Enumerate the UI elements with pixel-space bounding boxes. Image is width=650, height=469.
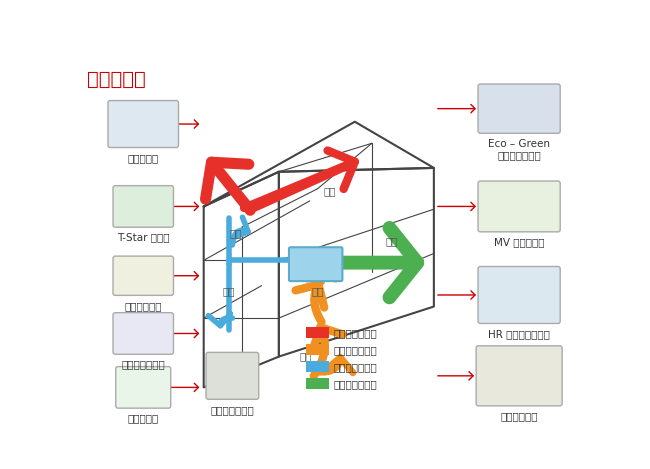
Text: 新鲜空气的吸入: 新鲜空气的吸入 [334, 379, 378, 389]
Bar [306, 344, 330, 355]
FancyBboxPatch shape [478, 84, 560, 133]
Text: 新鲜空气的送入: 新鲜空气的送入 [334, 363, 378, 372]
Bar [306, 327, 330, 338]
Text: 典型系统图: 典型系统图 [88, 70, 146, 89]
Text: 混浊空气的吸入: 混浊空气的吸入 [334, 346, 378, 356]
Text: 风管加湿机: 风管加湿机 [127, 153, 159, 163]
FancyBboxPatch shape [289, 247, 343, 281]
Text: HR 显热交换新风机: HR 显热交换新风机 [488, 329, 550, 339]
Text: T-Star 控制器: T-Star 控制器 [117, 233, 170, 242]
Bar [306, 378, 330, 389]
Text: 卧室: 卧室 [323, 186, 335, 196]
Text: 温度控制器: 温度控制器 [127, 414, 159, 424]
Text: 卧室: 卧室 [230, 228, 242, 238]
Text: MV 新风净化机: MV 新风净化机 [494, 237, 545, 247]
Bar [306, 361, 330, 372]
FancyBboxPatch shape [113, 313, 174, 354]
Text: 浴室: 浴室 [311, 286, 324, 296]
Text: 中央吸尘系统: 中央吸尘系统 [500, 411, 538, 421]
FancyBboxPatch shape [113, 186, 174, 227]
Text: 食物垃圾处理机: 食物垃圾处理机 [211, 405, 254, 415]
Text: 客厅: 客厅 [222, 286, 235, 296]
FancyBboxPatch shape [108, 100, 179, 148]
Text: 二氧化碳控制: 二氧化碳控制 [125, 301, 162, 311]
Text: 混浊空气的排出: 混浊空气的排出 [334, 328, 378, 339]
FancyBboxPatch shape [476, 346, 562, 406]
Text: 卧室: 卧室 [385, 236, 398, 246]
FancyBboxPatch shape [206, 352, 259, 399]
FancyBboxPatch shape [478, 266, 560, 324]
Text: 空气品质控制器: 空气品质控制器 [122, 360, 165, 370]
Text: 厨房: 厨房 [300, 352, 312, 362]
FancyBboxPatch shape [478, 181, 560, 232]
Text: Eco – Green
全热交换新风机: Eco – Green 全热交换新风机 [488, 139, 550, 160]
FancyBboxPatch shape [113, 256, 174, 295]
FancyBboxPatch shape [116, 367, 171, 408]
